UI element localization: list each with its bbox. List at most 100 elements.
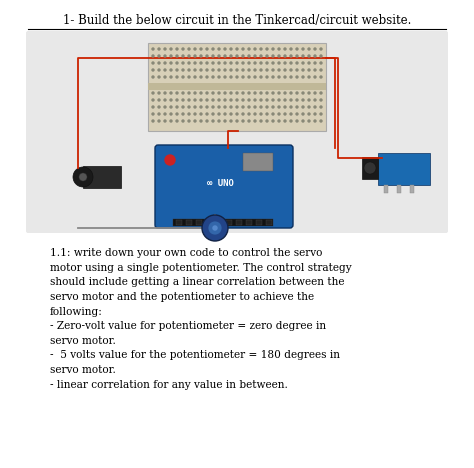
Circle shape xyxy=(242,120,244,122)
Circle shape xyxy=(284,92,286,94)
Circle shape xyxy=(284,55,286,57)
Circle shape xyxy=(152,92,154,94)
Circle shape xyxy=(296,92,298,94)
Circle shape xyxy=(224,120,226,122)
Circle shape xyxy=(164,113,166,115)
Circle shape xyxy=(248,76,250,78)
Circle shape xyxy=(176,113,178,115)
Circle shape xyxy=(224,92,226,94)
Circle shape xyxy=(224,62,226,64)
Circle shape xyxy=(212,92,214,94)
Circle shape xyxy=(320,99,322,101)
Circle shape xyxy=(254,48,256,50)
Circle shape xyxy=(248,99,250,101)
Circle shape xyxy=(272,99,274,101)
Circle shape xyxy=(206,92,208,94)
Circle shape xyxy=(308,120,310,122)
Bar xyxy=(410,185,414,193)
Bar xyxy=(83,166,121,188)
Circle shape xyxy=(194,113,196,115)
Circle shape xyxy=(242,92,244,94)
Circle shape xyxy=(320,62,322,64)
Circle shape xyxy=(272,120,274,122)
Circle shape xyxy=(176,48,178,50)
Circle shape xyxy=(284,48,286,50)
Circle shape xyxy=(236,106,238,108)
Circle shape xyxy=(290,92,292,94)
Circle shape xyxy=(260,76,262,78)
Circle shape xyxy=(188,120,190,122)
Circle shape xyxy=(182,76,184,78)
Circle shape xyxy=(248,69,250,71)
Circle shape xyxy=(224,69,226,71)
Circle shape xyxy=(152,113,154,115)
Circle shape xyxy=(176,69,178,71)
Circle shape xyxy=(364,162,376,174)
Circle shape xyxy=(254,120,256,122)
Bar xyxy=(176,220,182,225)
Circle shape xyxy=(296,69,298,71)
Circle shape xyxy=(182,92,184,94)
Circle shape xyxy=(290,62,292,64)
Circle shape xyxy=(230,55,232,57)
Circle shape xyxy=(290,113,292,115)
Bar xyxy=(148,83,326,90)
Circle shape xyxy=(170,99,172,101)
Circle shape xyxy=(284,106,286,108)
Circle shape xyxy=(158,76,160,78)
FancyBboxPatch shape xyxy=(155,145,293,228)
Circle shape xyxy=(230,48,232,50)
Circle shape xyxy=(320,69,322,71)
Circle shape xyxy=(314,62,316,64)
Circle shape xyxy=(254,55,256,57)
Circle shape xyxy=(320,120,322,122)
Circle shape xyxy=(176,62,178,64)
Circle shape xyxy=(170,113,172,115)
Circle shape xyxy=(260,55,262,57)
Circle shape xyxy=(218,99,220,101)
Circle shape xyxy=(302,62,304,64)
Circle shape xyxy=(152,120,154,122)
Circle shape xyxy=(176,76,178,78)
Circle shape xyxy=(308,48,310,50)
Circle shape xyxy=(278,69,280,71)
Circle shape xyxy=(164,92,166,94)
Circle shape xyxy=(278,99,280,101)
Circle shape xyxy=(212,113,214,115)
Circle shape xyxy=(230,120,232,122)
Circle shape xyxy=(194,92,196,94)
Circle shape xyxy=(230,106,232,108)
Circle shape xyxy=(176,120,178,122)
Circle shape xyxy=(170,48,172,50)
Circle shape xyxy=(218,62,220,64)
Circle shape xyxy=(224,55,226,57)
Circle shape xyxy=(158,48,160,50)
Circle shape xyxy=(284,113,286,115)
Circle shape xyxy=(212,99,214,101)
Circle shape xyxy=(296,55,298,57)
Circle shape xyxy=(158,99,160,101)
Circle shape xyxy=(320,55,322,57)
Circle shape xyxy=(170,76,172,78)
Circle shape xyxy=(164,120,166,122)
Circle shape xyxy=(224,106,226,108)
Bar xyxy=(173,219,273,226)
Circle shape xyxy=(230,76,232,78)
Circle shape xyxy=(170,106,172,108)
Circle shape xyxy=(272,55,274,57)
Bar xyxy=(226,220,232,225)
Circle shape xyxy=(296,62,298,64)
Circle shape xyxy=(314,48,316,50)
Circle shape xyxy=(230,99,232,101)
Circle shape xyxy=(152,76,154,78)
Circle shape xyxy=(200,55,202,57)
Circle shape xyxy=(308,69,310,71)
Circle shape xyxy=(242,69,244,71)
Circle shape xyxy=(164,76,166,78)
Circle shape xyxy=(236,113,238,115)
Circle shape xyxy=(230,69,232,71)
Circle shape xyxy=(218,106,220,108)
Circle shape xyxy=(182,113,184,115)
Circle shape xyxy=(218,69,220,71)
Circle shape xyxy=(254,106,256,108)
